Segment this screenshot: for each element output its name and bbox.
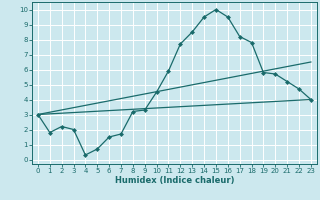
X-axis label: Humidex (Indice chaleur): Humidex (Indice chaleur) (115, 176, 234, 185)
